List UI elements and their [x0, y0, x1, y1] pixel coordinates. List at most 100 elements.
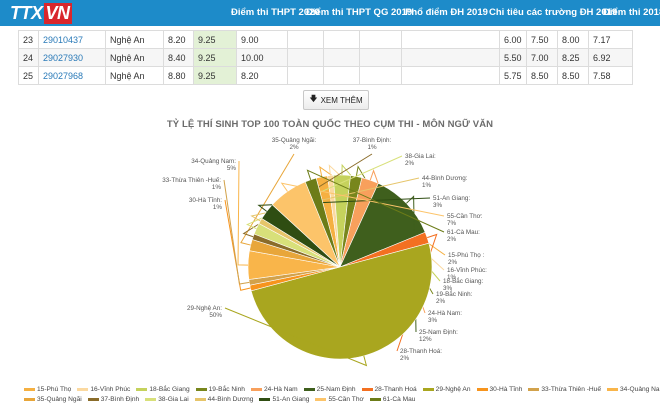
pie-data-label: 61-Cà Mau: 2%	[447, 229, 480, 243]
table-cell-highlight: 9.25	[193, 48, 237, 67]
candidate-number-link[interactable]: 29027930	[43, 52, 84, 63]
pie-data-label: 25-Nam Định: 12%	[419, 329, 458, 343]
legend-label: 35-Quảng Ngãi	[37, 396, 82, 403]
chart-title: TỶ LỆ THÍ SINH TOP 100 TOÀN QUỐC THEO CỤ…	[166, 119, 494, 130]
top-navigation-bar: TTX VN Điểm thi THPT 2020 Điểm thi THPT Q…	[0, 0, 660, 26]
legend-label: 38-Gia Lai	[158, 396, 189, 403]
legend-item[interactable]: 19-Bắc Ninh	[195, 386, 245, 393]
legend-swatch-icon	[607, 387, 619, 391]
logo-text: TTX	[10, 3, 43, 23]
pie-data-label: 34-Quảng Nam: 5%	[191, 158, 236, 172]
pie-data-label: 16-Vĩnh Phúc: 1%	[447, 267, 487, 281]
table-cell: 7.50	[526, 30, 558, 49]
legend-item[interactable]: 33-Thừa Thiên -Huế	[528, 386, 601, 393]
pie-data-label: 55-Cần Thơ: 7%	[447, 211, 483, 227]
nav-diem-thi-thpt-2020[interactable]: Điểm thi THPT 2020	[231, 7, 320, 18]
pie-connector-line	[250, 177, 420, 222]
legend-label: 16-Vĩnh Phúc	[90, 386, 131, 393]
table-cell	[287, 48, 324, 67]
pie-slice-25-nam-nh[interactable]	[339, 182, 426, 268]
legend-item[interactable]: 16-Vĩnh Phúc	[77, 386, 130, 393]
legend-row: 35-Quảng Ngãi 37-Bình Định 38-Gia Lai 44-Bì…	[24, 396, 654, 406]
table-cell: 6.92	[588, 48, 633, 67]
load-more-button[interactable]: 🡇 XEM THÊM	[303, 90, 369, 110]
legend-item[interactable]: 28-Thanh Hoá	[361, 386, 417, 393]
legend-item[interactable]: 51-An Giang	[259, 396, 309, 403]
legend-item[interactable]: 34-Quảng Nam	[607, 386, 660, 393]
legend-label: 28-Thanh Hoá	[374, 386, 417, 393]
table-cell	[401, 48, 500, 67]
nav-pho-diem-dh-2019[interactable]: Phổ điểm ĐH 2019	[405, 7, 488, 18]
nav-diem-thi-thpt-qg-2019[interactable]: Điểm thi THPT QG 2019	[306, 7, 413, 18]
legend-swatch-icon	[145, 397, 157, 401]
pie-data-label: 37-Bình Định: 1%	[353, 137, 392, 151]
table-cell: 7.00	[526, 48, 558, 67]
legend-item[interactable]: 61-Cà Mau	[369, 396, 416, 403]
legend-item[interactable]: 29-Nghệ An	[422, 386, 471, 393]
legend-swatch-icon	[259, 397, 271, 401]
table-cell	[323, 48, 360, 67]
table-row: 25 29027968 Nghệ An 8.80 9.25 8.20 5.75 …	[18, 66, 633, 85]
legend-swatch-icon	[476, 387, 488, 391]
pie-data-label: 30-Hà Tĩnh: 1%	[189, 197, 223, 211]
legend-item[interactable]: 24-Hà Nam	[250, 386, 298, 393]
pie-connector-line	[240, 153, 295, 246]
table-row: 24 29027930 Nghệ An 8.40 9.25 10.00 5.50…	[18, 48, 633, 67]
pie-slice-61-c-mau[interactable]	[304, 177, 341, 268]
pie-data-label: 33-Thừa Thiên -Huế: 1%	[162, 175, 221, 191]
ttxvn-logo[interactable]: TTX VN	[10, 3, 72, 24]
legend-item[interactable]: 15-Phú Thọ	[24, 386, 71, 393]
legend-item[interactable]: 18-Bắc Giang	[136, 386, 190, 393]
pie-chart: 15-Phú Thọ :2%16-Vĩnh Phúc: 1%18-Bắc Gian…	[162, 137, 487, 367]
legend-swatch-icon	[195, 387, 207, 391]
legend-swatch-icon	[422, 387, 434, 391]
legend-item[interactable]: 55-Cần Thơ	[315, 396, 364, 403]
legend-item[interactable]: 35-Quảng Ngãi	[24, 396, 82, 403]
candidate-number-link[interactable]: 29027968	[43, 70, 84, 81]
legend-swatch-icon	[87, 397, 99, 401]
pie-slice-29-ngh-an[interactable]	[250, 242, 433, 360]
table-cell	[359, 30, 402, 49]
legend-item[interactable]: 25-Nam Định	[303, 386, 356, 393]
candidate-number-link[interactable]: 29010437	[43, 34, 84, 45]
table-cell: 6.00	[499, 30, 527, 49]
legend-item[interactable]: 30-Hà Tĩnh	[476, 386, 522, 393]
legend-item[interactable]: 37-Bình Định	[87, 396, 139, 403]
legend-label: 34-Quảng Nam	[620, 386, 660, 393]
table-cell-stt: 23	[18, 30, 39, 49]
nav-chi-tieu-cac-truong-dh-2019[interactable]: Chỉ tiêu các trường ĐH 2019	[489, 7, 618, 18]
pie-connector-line	[223, 179, 250, 285]
table-cell: 8.25	[557, 48, 589, 67]
table-cell: 7.58	[588, 66, 633, 85]
nav-diem-thi-2018[interactable]: Điểm thi 2018	[603, 7, 660, 18]
table-cell	[359, 48, 402, 67]
legend-label: 18-Bắc Giang	[149, 386, 190, 393]
table-cell	[359, 66, 402, 85]
legend-item[interactable]: 38-Gia Lai	[145, 396, 189, 403]
legend-label: 15-Phú Thọ	[37, 386, 72, 393]
legend-item[interactable]: 44-Bình Dương	[194, 396, 253, 403]
table-cell: 8.40	[163, 48, 194, 67]
table-cell-cum: Nghệ An	[105, 66, 164, 85]
legend-label: 61-Cà Mau	[382, 396, 416, 403]
pie-connector-line	[224, 307, 368, 367]
table-cell-sbd: 29027968	[38, 66, 106, 85]
logo-vn-badge: VN	[43, 3, 72, 24]
legend-label: 33-Thừa Thiên -Huế	[541, 386, 602, 393]
table-cell	[323, 66, 360, 85]
table-row: 23 29010437 Nghệ An 8.20 9.25 9.00 6.00 …	[18, 30, 633, 49]
pie-connector-line	[237, 160, 249, 266]
table-cell-highlight: 9.25	[193, 66, 237, 85]
table-cell	[323, 30, 360, 49]
table-cell: 7.17	[588, 30, 633, 49]
legend-swatch-icon	[303, 387, 315, 391]
table-cell	[401, 66, 500, 85]
table-cell	[287, 66, 324, 85]
legend-swatch-icon	[369, 397, 381, 401]
pie-data-label: 51-An Giang: 3%	[433, 195, 470, 209]
pie-data-label: 24-Hà Nam: 3%	[428, 310, 462, 324]
legend-swatch-icon	[315, 397, 327, 401]
legend-label: 24-Hà Nam	[263, 386, 298, 393]
legend-label: 19-Bắc Ninh	[208, 386, 245, 393]
table-cell: 5.50	[499, 48, 527, 67]
